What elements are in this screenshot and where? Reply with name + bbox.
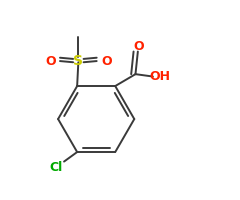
- Text: S: S: [73, 54, 83, 68]
- Text: OH: OH: [150, 70, 170, 83]
- Text: O: O: [45, 55, 56, 68]
- Text: Cl: Cl: [50, 161, 63, 174]
- Text: O: O: [101, 55, 112, 68]
- Text: O: O: [133, 40, 144, 53]
